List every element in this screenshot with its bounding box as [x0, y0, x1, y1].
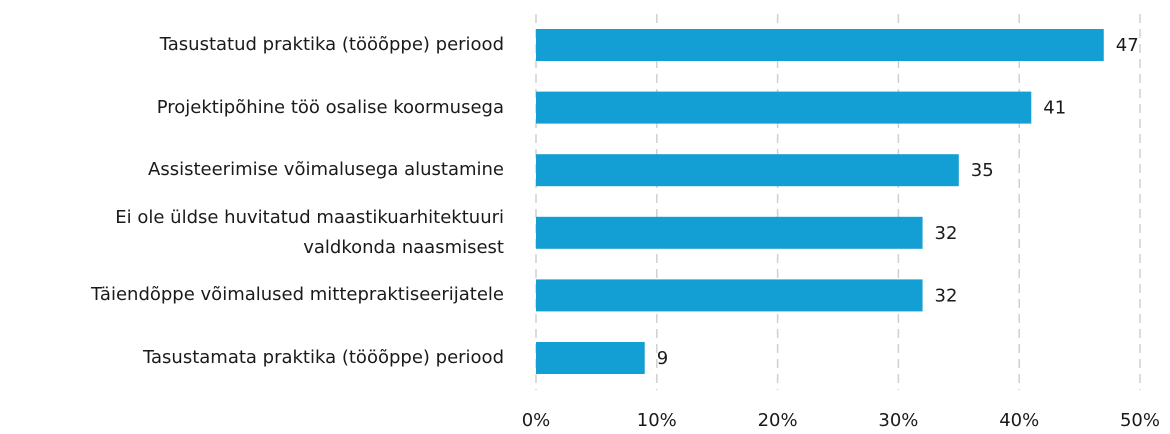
value-label: 32	[935, 285, 958, 306]
value-label: 47	[1116, 35, 1139, 56]
x-tick-label: 0%	[522, 410, 551, 431]
value-label: 35	[971, 160, 994, 181]
value-label: 32	[935, 223, 958, 244]
x-tick-label: 50%	[1120, 410, 1160, 431]
bar	[536, 91, 1032, 124]
value-label: 41	[1043, 98, 1066, 119]
bar	[536, 29, 1104, 61]
x-tick-label: 20%	[758, 410, 798, 431]
x-tick-label: 30%	[878, 410, 918, 431]
category-label: Tasustamata praktika (tööõppe) periood	[142, 347, 504, 368]
category-label: Ei ole üldse huvitatud maastikuarhitektu…	[115, 206, 504, 258]
category-label: Projektipõhine töö osalise koormusega	[156, 96, 504, 118]
category-label: Assisteerimise võimalusega alustamine	[148, 159, 504, 181]
x-tick-label: 10%	[637, 410, 677, 431]
bar	[536, 216, 923, 249]
bar	[536, 154, 959, 187]
category-label: Täiendõppe võimalused mittepraktiseerija…	[91, 284, 504, 306]
x-tick-label: 40%	[999, 410, 1039, 431]
value-label: 9	[657, 348, 668, 369]
bar	[536, 279, 923, 312]
bar	[536, 342, 645, 374]
category-label: Tasustatud praktika (tööõppe) periood	[159, 34, 504, 55]
